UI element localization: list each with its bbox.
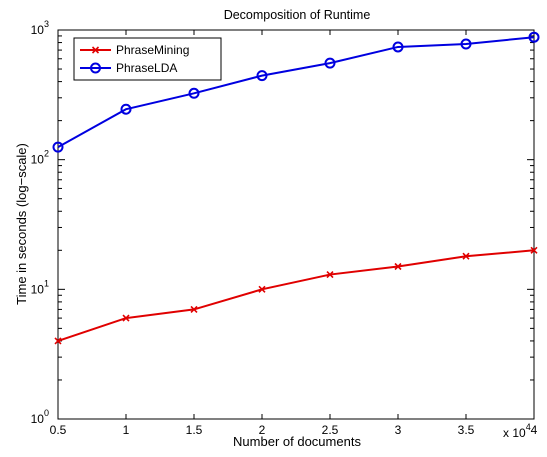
data-point-phraselda <box>324 57 336 69</box>
y-axis-label: Time in seconds (log−scale) <box>14 143 29 305</box>
data-point-phrasemining <box>326 270 334 279</box>
data-point-phrasemining <box>54 337 62 345</box>
series-line-phraselda <box>57 36 535 148</box>
legend: PhraseMining PhraseLDA <box>73 37 222 81</box>
data-point-phraselda <box>392 41 404 53</box>
legend-marker-phrasemining <box>91 46 100 54</box>
data-point-phraselda <box>52 141 64 153</box>
data-point-phraselda <box>256 70 268 82</box>
x-axis-label: Number of documents <box>233 434 361 449</box>
x-tick-label: 0.5 <box>50 423 67 437</box>
x-exponent-label: x 104 <box>503 422 531 440</box>
axes-box <box>57 29 535 420</box>
x-tick-label: 3.5 <box>458 423 475 437</box>
x-tick-label: 2 <box>259 423 266 437</box>
x-tick-label: 3 <box>395 423 402 437</box>
data-point-phraselda <box>460 38 472 50</box>
data-point-phrasemining <box>122 314 130 322</box>
legend-label-phrasemining: PhraseMining <box>116 43 189 57</box>
chart-title: Decomposition of Runtime <box>224 8 371 22</box>
x-tick-label: 1.5 <box>186 423 203 437</box>
y-tick-label: 102 <box>31 149 49 167</box>
x-tick-label: 1 <box>123 423 130 437</box>
legend-marker-phraselda <box>90 62 101 74</box>
x-axis-exponent: x 104 <box>503 422 531 440</box>
data-point-phrasemining <box>462 252 470 260</box>
y-tick-label: 100 <box>31 408 49 426</box>
data-point-phraselda <box>120 103 132 115</box>
legend-box <box>73 37 222 81</box>
y-tick-label: 103 <box>31 19 49 37</box>
series-line-phrasemining <box>57 249 535 342</box>
x-tick-label: 2.5 <box>322 423 339 437</box>
data-point-phrasemining <box>190 305 198 313</box>
x-tick-label: 4 <box>531 423 538 437</box>
data-point-phrasemining <box>258 285 266 293</box>
legend-label-phraselda: PhraseLDA <box>116 61 177 75</box>
data-point-phrasemining <box>530 246 538 254</box>
data-point-phrasemining <box>394 262 402 271</box>
plot-area: 0.5 1 1.5 2 2.5 3 3.5 4 100 101 102 103 <box>31 19 540 437</box>
data-point-phraselda <box>188 87 200 99</box>
y-tick-label: 101 <box>31 278 49 296</box>
data-point-phraselda <box>528 31 540 43</box>
